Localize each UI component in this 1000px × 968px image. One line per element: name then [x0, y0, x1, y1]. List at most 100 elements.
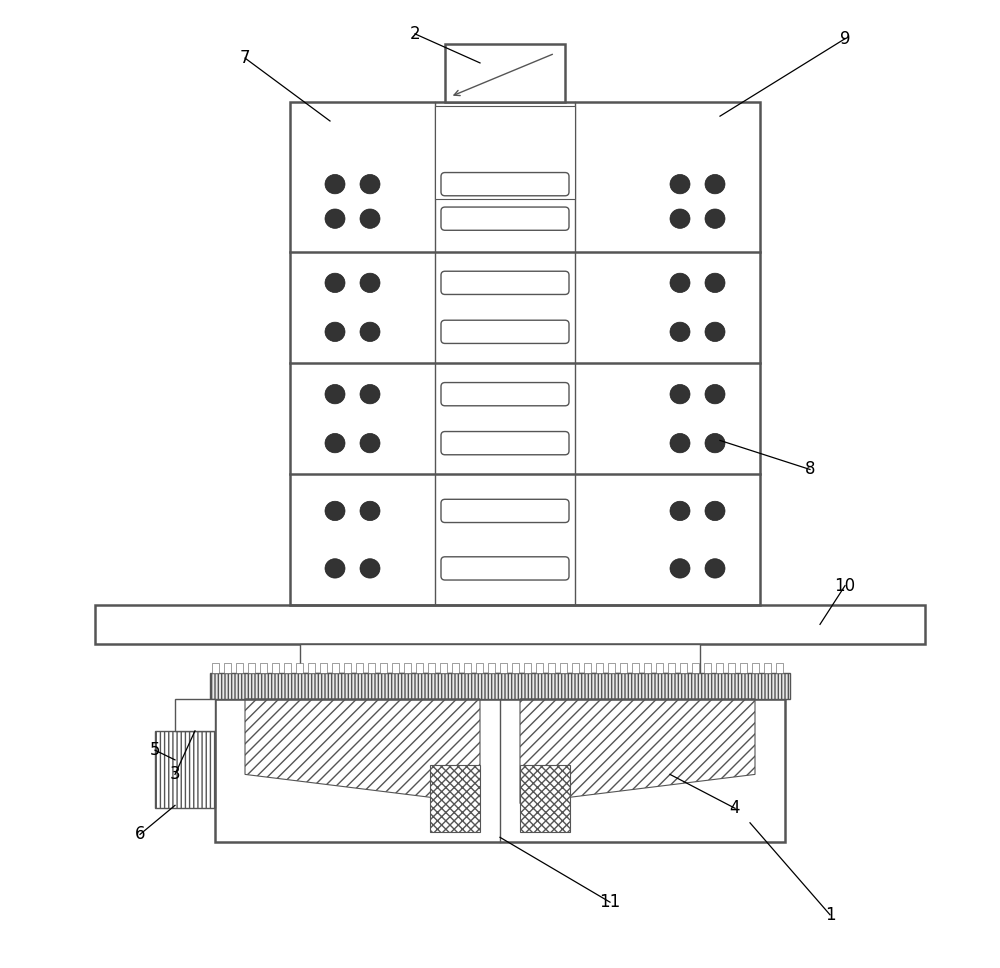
- Bar: [290, 102, 760, 605]
- Bar: [296, 663, 303, 673]
- Bar: [430, 765, 480, 832]
- Circle shape: [360, 209, 380, 228]
- Circle shape: [705, 434, 725, 453]
- Text: 11: 11: [599, 893, 621, 911]
- Bar: [320, 663, 327, 673]
- Bar: [692, 663, 699, 673]
- Bar: [608, 663, 615, 673]
- Bar: [524, 663, 531, 673]
- Text: 6: 6: [135, 826, 145, 843]
- Circle shape: [670, 559, 690, 578]
- Circle shape: [325, 434, 345, 453]
- Bar: [716, 663, 723, 673]
- Bar: [344, 663, 351, 673]
- Circle shape: [325, 273, 345, 292]
- Bar: [488, 663, 495, 673]
- Bar: [445, 44, 565, 102]
- Circle shape: [360, 174, 380, 194]
- Circle shape: [360, 559, 380, 578]
- Bar: [368, 663, 375, 673]
- Text: 5: 5: [150, 741, 160, 759]
- Bar: [300, 644, 700, 673]
- Bar: [548, 663, 555, 673]
- Circle shape: [670, 501, 690, 521]
- Bar: [764, 663, 771, 673]
- Bar: [452, 663, 459, 673]
- Bar: [248, 663, 255, 673]
- Text: 8: 8: [805, 461, 815, 478]
- Circle shape: [705, 501, 725, 521]
- Bar: [632, 663, 639, 673]
- Bar: [596, 663, 603, 673]
- Bar: [740, 663, 747, 673]
- FancyBboxPatch shape: [441, 207, 569, 230]
- FancyBboxPatch shape: [441, 432, 569, 455]
- Circle shape: [360, 273, 380, 292]
- Bar: [776, 663, 783, 673]
- Bar: [512, 663, 519, 673]
- Bar: [236, 663, 243, 673]
- Bar: [210, 673, 790, 699]
- Bar: [656, 663, 663, 673]
- FancyBboxPatch shape: [441, 499, 569, 523]
- Bar: [155, 731, 215, 808]
- Text: 10: 10: [834, 577, 856, 594]
- Bar: [536, 663, 543, 673]
- Circle shape: [705, 384, 725, 404]
- Text: 3: 3: [170, 766, 180, 783]
- Bar: [440, 663, 447, 673]
- Bar: [284, 663, 291, 673]
- Bar: [380, 663, 387, 673]
- Bar: [728, 663, 735, 673]
- Circle shape: [670, 209, 690, 228]
- Circle shape: [360, 384, 380, 404]
- Circle shape: [705, 559, 725, 578]
- Circle shape: [325, 501, 345, 521]
- Bar: [260, 663, 267, 673]
- Circle shape: [325, 174, 345, 194]
- Bar: [560, 663, 567, 673]
- FancyBboxPatch shape: [441, 172, 569, 196]
- Circle shape: [325, 384, 345, 404]
- Bar: [224, 663, 231, 673]
- Bar: [464, 663, 471, 673]
- Bar: [680, 663, 687, 673]
- Text: 9: 9: [840, 30, 850, 47]
- Bar: [520, 765, 570, 832]
- Text: 7: 7: [240, 49, 250, 67]
- FancyBboxPatch shape: [441, 557, 569, 580]
- Circle shape: [670, 384, 690, 404]
- Bar: [272, 663, 279, 673]
- Text: 2: 2: [410, 25, 420, 43]
- FancyBboxPatch shape: [441, 271, 569, 294]
- Text: 4: 4: [730, 800, 740, 817]
- Bar: [584, 663, 591, 673]
- FancyBboxPatch shape: [441, 320, 569, 344]
- Circle shape: [325, 209, 345, 228]
- Bar: [95, 605, 925, 644]
- Bar: [175, 699, 215, 731]
- Circle shape: [325, 322, 345, 342]
- Circle shape: [670, 273, 690, 292]
- Bar: [500, 663, 507, 673]
- Bar: [704, 663, 711, 673]
- Bar: [392, 663, 399, 673]
- Bar: [476, 663, 483, 673]
- Circle shape: [670, 174, 690, 194]
- Bar: [308, 663, 315, 673]
- Circle shape: [360, 434, 380, 453]
- Bar: [620, 663, 627, 673]
- FancyBboxPatch shape: [441, 382, 569, 406]
- Circle shape: [325, 559, 345, 578]
- Bar: [752, 663, 759, 673]
- Text: 1: 1: [825, 906, 835, 923]
- Circle shape: [705, 322, 725, 342]
- Circle shape: [670, 322, 690, 342]
- Circle shape: [360, 322, 380, 342]
- Bar: [416, 663, 423, 673]
- Bar: [404, 663, 411, 673]
- Bar: [428, 663, 435, 673]
- Bar: [668, 663, 675, 673]
- Bar: [332, 663, 339, 673]
- Circle shape: [670, 434, 690, 453]
